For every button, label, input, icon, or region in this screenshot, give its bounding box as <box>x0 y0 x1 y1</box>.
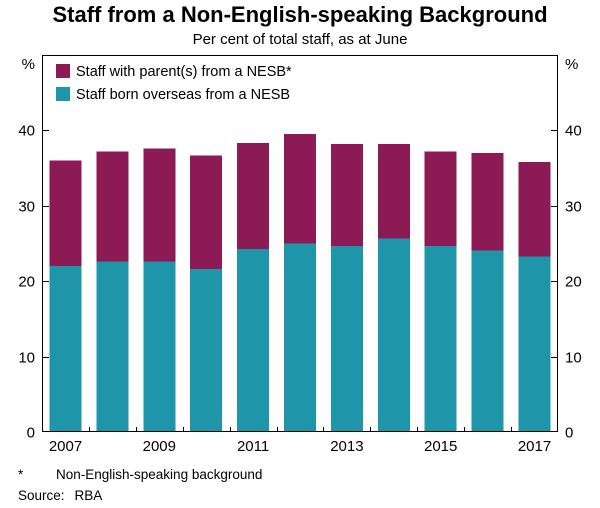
y-axis-label-right: 40 <box>565 123 582 140</box>
footnote: * Non-English-speaking background <box>18 467 262 482</box>
legend-label: Staff born overseas from a NESB <box>76 87 290 103</box>
y-axis-label-right: 10 <box>565 350 582 367</box>
bar-segment-2013-series0 <box>330 245 363 432</box>
y-axis-label-right: 0 <box>565 425 573 442</box>
y-axis-label-left: 10 <box>18 350 35 367</box>
y-axis-label-left: 0 <box>27 425 35 442</box>
source-value: RBA <box>74 488 103 503</box>
source: Source: RBA <box>18 488 102 503</box>
x-axis-label: 2009 <box>143 438 176 455</box>
bar-segment-2009-series1 <box>143 148 176 262</box>
y-axis-label-right: 20 <box>565 274 582 291</box>
bar-segment-2014-series1 <box>377 144 410 239</box>
bar-segment-2008-series1 <box>96 151 129 262</box>
bar-segment-2012-series1 <box>284 134 316 244</box>
bar-segment-2010-series0 <box>190 269 223 432</box>
bar-segment-2011-series1 <box>237 143 270 249</box>
bar-segment-2007-series1 <box>49 160 82 267</box>
bar-segment-2012-series0 <box>284 243 316 432</box>
legend-label: Staff with parent(s) from a NESB* <box>76 64 292 80</box>
source-label: Source: <box>18 488 65 503</box>
bar-segment-2011-series0 <box>237 248 270 432</box>
bar-segment-2016-series0 <box>471 250 504 432</box>
bar-segment-2009-series0 <box>143 261 176 432</box>
bar-segment-2007-series0 <box>49 266 82 432</box>
bar-segment-2008-series0 <box>96 261 129 432</box>
bar-segment-2013-series1 <box>330 144 363 246</box>
footnote-text: Non-English-speaking background <box>56 467 263 482</box>
x-axis-label: 2007 <box>49 438 82 455</box>
y-axis-label-left: 20 <box>18 274 35 291</box>
bar-segment-2014-series0 <box>377 238 410 432</box>
y-axis-label-right: 30 <box>565 199 582 216</box>
footnote-marker: * <box>18 467 24 482</box>
unit-label-right: % <box>565 56 578 73</box>
chart-title: Staff from a Non-English-speaking Backgr… <box>52 2 548 27</box>
bar-segment-2015-series1 <box>424 151 457 246</box>
bar-segment-2015-series0 <box>424 245 457 432</box>
x-axis-label: 2013 <box>330 438 363 455</box>
legend-swatch <box>56 64 70 78</box>
unit-label-left: % <box>22 56 35 73</box>
bar-segment-2017-series0 <box>518 256 551 432</box>
x-axis-label: 2011 <box>237 438 269 455</box>
y-axis-label-left: 30 <box>18 199 35 216</box>
chart-subtitle: Per cent of total staff, as at June <box>192 31 408 48</box>
bar-segment-2017-series1 <box>518 162 551 257</box>
x-axis-label: 2017 <box>518 438 551 455</box>
bar-segment-2010-series1 <box>190 155 223 270</box>
legend-swatch <box>56 87 70 101</box>
plot-frame <box>42 55 558 432</box>
x-axis-label: 2015 <box>424 438 457 455</box>
bar-segment-2016-series1 <box>471 153 504 251</box>
y-axis-label-left: 40 <box>18 123 35 140</box>
